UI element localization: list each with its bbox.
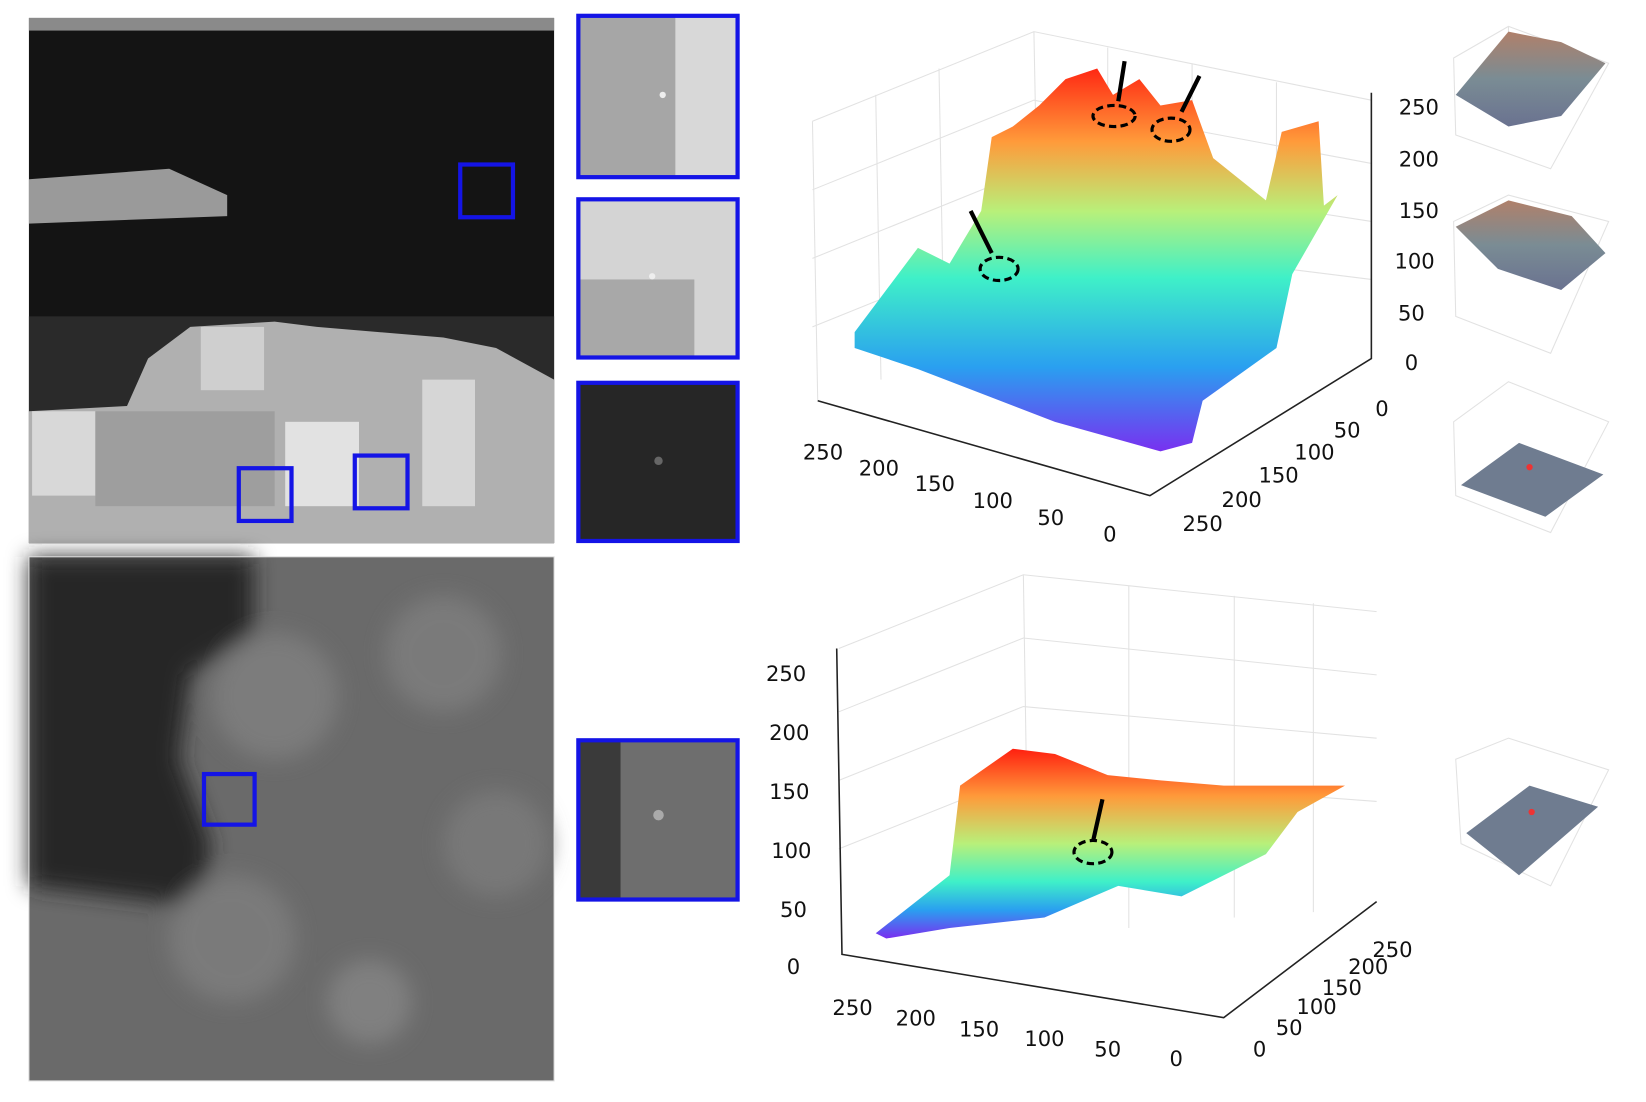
x-tick-label: 100 — [1024, 1026, 1064, 1051]
z-tick-label: 0 — [1405, 350, 1418, 375]
y-tick-label: 0 — [1375, 396, 1388, 421]
z-tick-label: 100 — [1394, 249, 1434, 274]
zoom-box — [576, 197, 740, 360]
x-tick-label: 50 — [1037, 505, 1064, 530]
surface-plot-bottom — [835, 574, 1378, 1019]
z-tick-label: 200 — [769, 720, 809, 745]
y-tick-label: 100 — [1296, 994, 1336, 1019]
zoom-box — [576, 738, 740, 902]
x-tick-label: 200 — [896, 1006, 936, 1031]
target-box — [236, 466, 294, 524]
ir-image-bottom — [28, 556, 555, 1082]
z-tick-label: 250 — [1399, 95, 1439, 120]
y-tick-label: 200 — [1348, 954, 1388, 979]
zoom-box — [576, 380, 740, 544]
x-tick-label: 150 — [959, 1016, 999, 1041]
x-tick-label: 0 — [1170, 1046, 1183, 1071]
z-tick-label: 150 — [769, 779, 809, 804]
ir-image-top — [28, 17, 555, 544]
z-tick-label: 250 — [766, 661, 806, 686]
zoom-box — [576, 13, 740, 180]
y-tick-label: 50 — [1276, 1015, 1303, 1040]
zoom-panels — [576, 13, 740, 902]
y-tick-label: 150 — [1258, 463, 1298, 488]
y-tick-label: 0 — [1253, 1036, 1266, 1061]
x-tick-label: 100 — [973, 488, 1013, 513]
z-tick-label: 50 — [780, 897, 807, 922]
x-tick-label: 250 — [832, 995, 872, 1020]
x-tick-label: 0 — [1103, 522, 1116, 547]
target-box — [458, 162, 516, 220]
surface-plot-top — [811, 31, 1373, 497]
z-tick-label: 100 — [771, 838, 811, 863]
y-tick-label: 150 — [1322, 975, 1362, 1000]
y-tick-label: 100 — [1294, 439, 1334, 464]
x-tick-label: 200 — [859, 455, 899, 480]
y-tick-label: 250 — [1183, 511, 1223, 536]
y-tick-label: 200 — [1222, 487, 1262, 512]
thumbnails — [1453, 25, 1610, 887]
x-tick-label: 150 — [915, 471, 955, 496]
x-tick-label: 250 — [803, 439, 843, 464]
z-tick-label: 200 — [1399, 146, 1439, 171]
y-tick-label: 250 — [1372, 937, 1412, 962]
z-tick-label: 50 — [1398, 300, 1425, 325]
x-tick-label: 50 — [1094, 1036, 1121, 1061]
z-tick-label: 150 — [1399, 198, 1439, 223]
target-box — [201, 771, 257, 827]
y-tick-label: 50 — [1334, 417, 1361, 442]
target-box — [352, 453, 410, 511]
z-tick-label: 0 — [787, 954, 800, 979]
